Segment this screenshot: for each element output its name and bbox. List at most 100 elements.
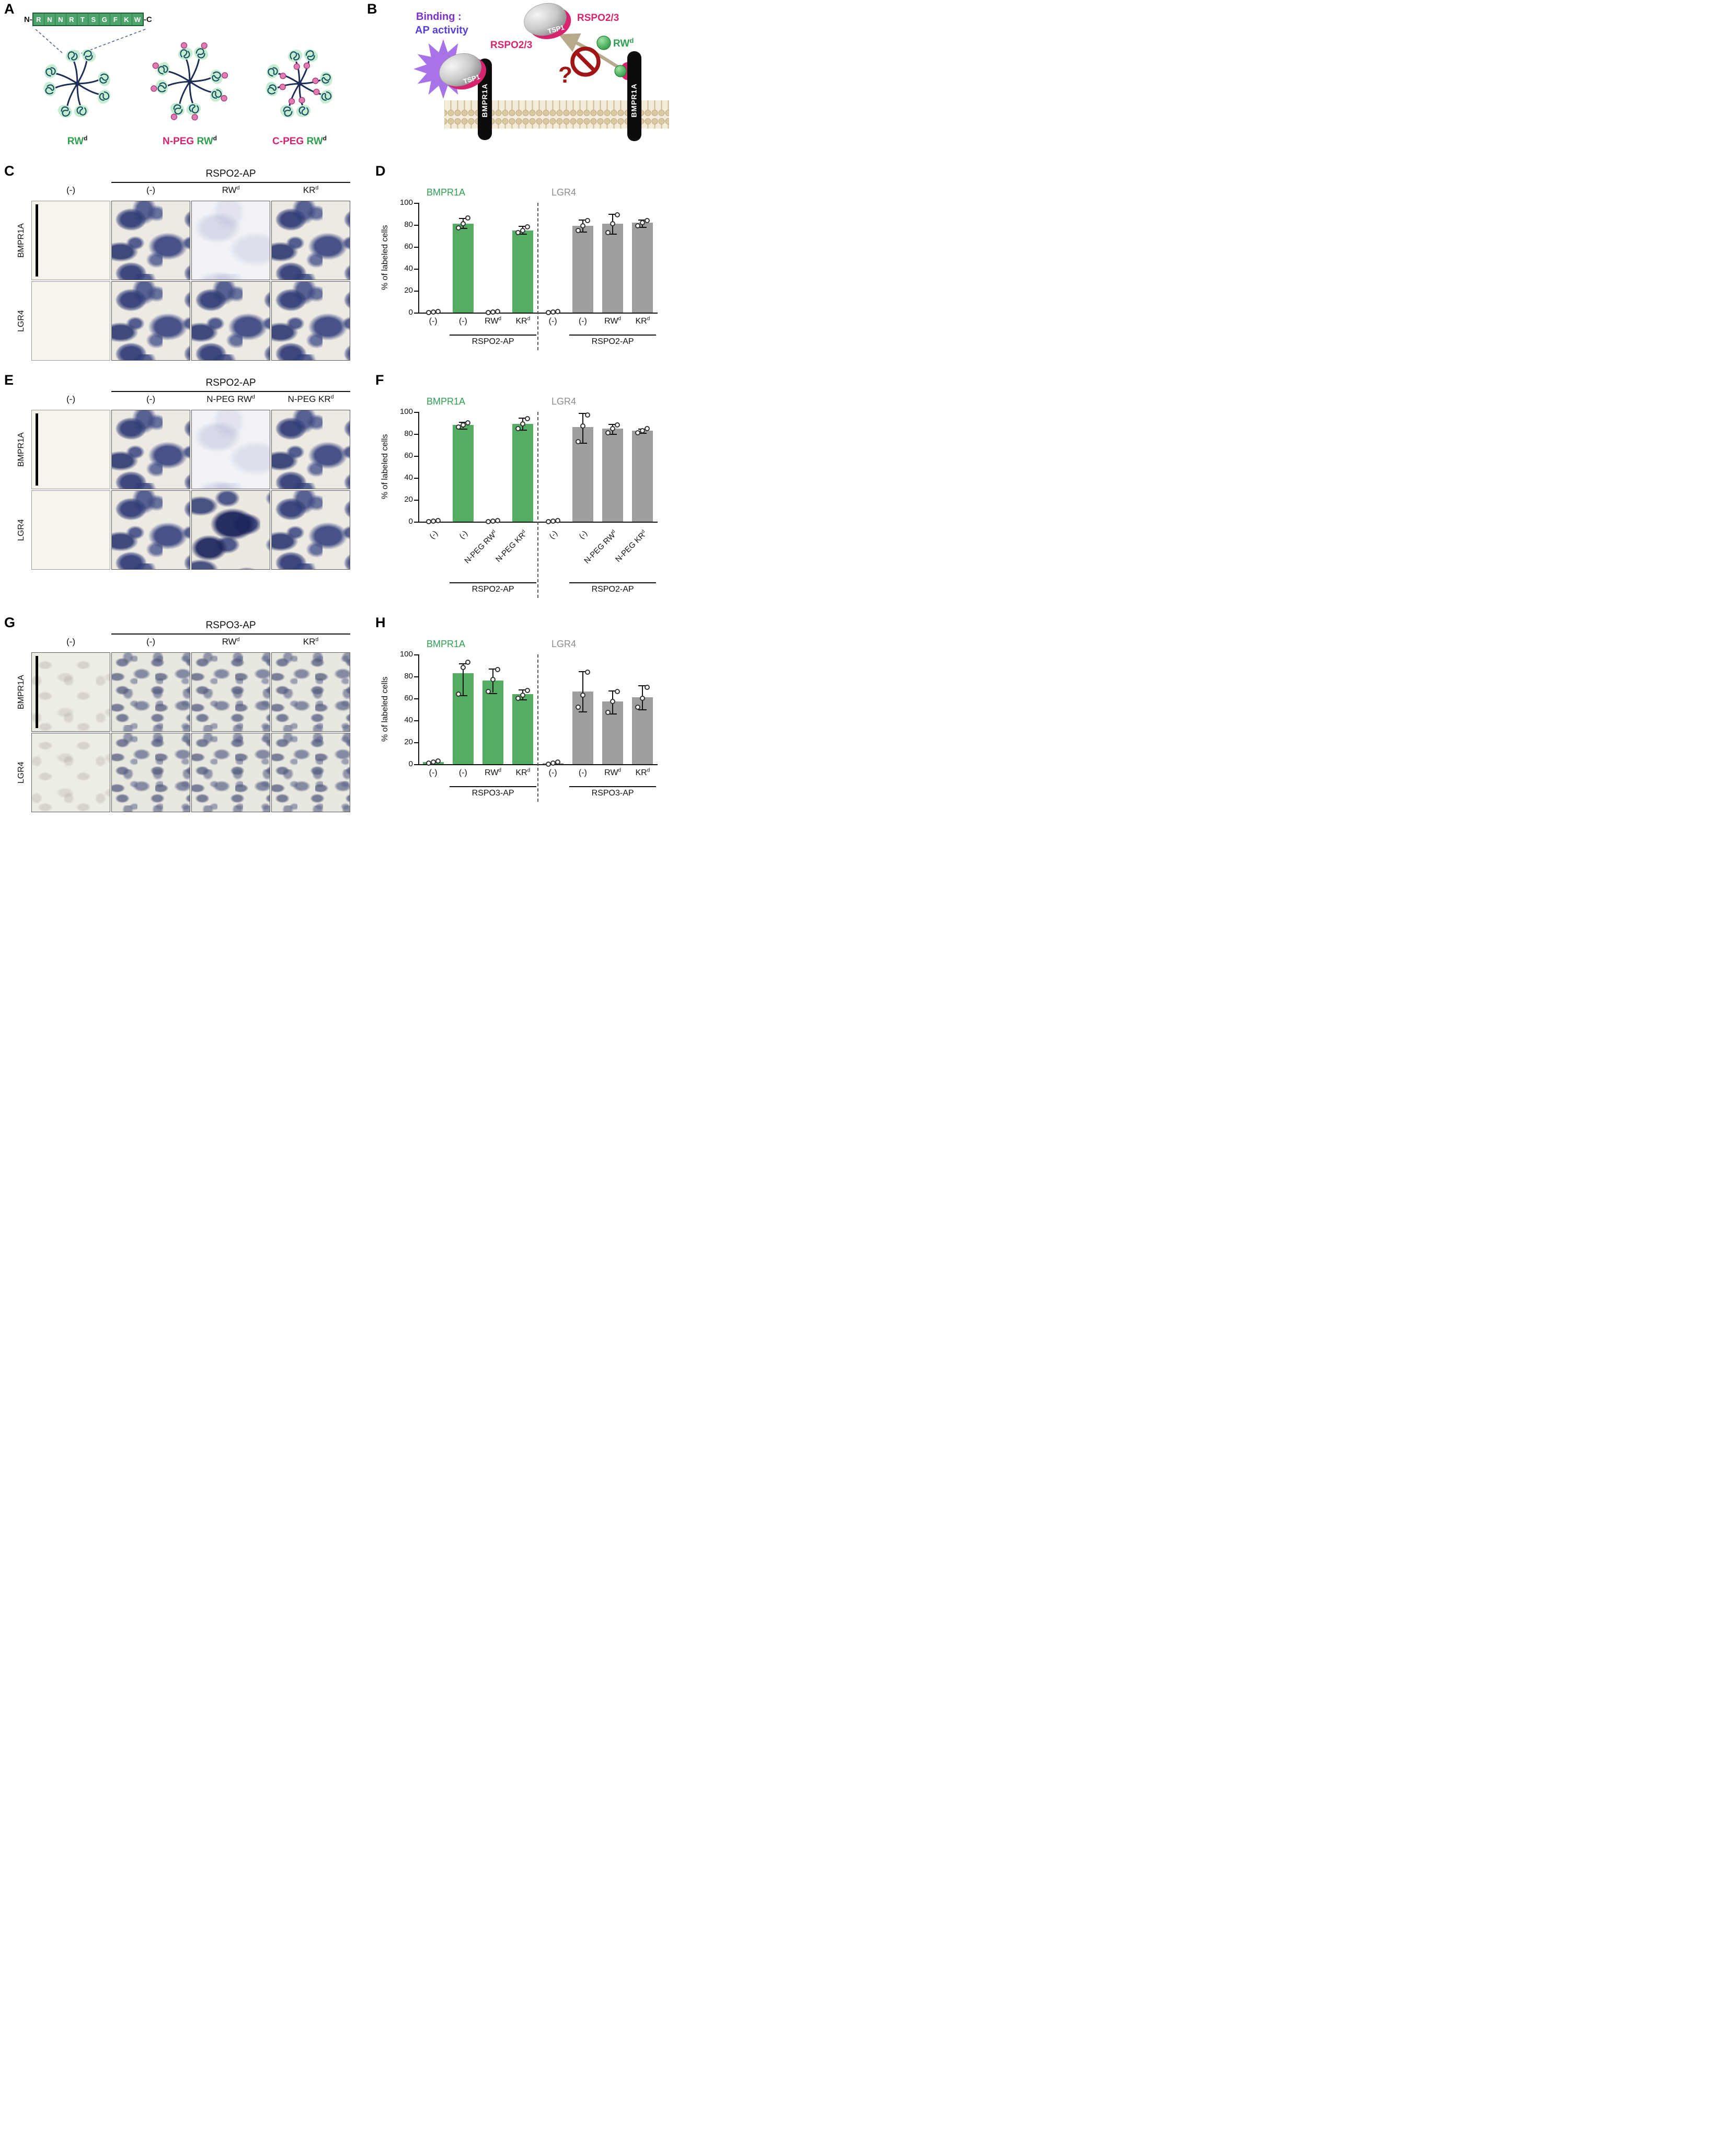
x-tick-label: (-) [535,317,571,326]
column-label: (-) [31,637,110,647]
chart-panel-F: F 0 20 40 60 80 100 % of labeled cells BMPR1A (-)… [375,373,669,623]
label-text: (-) [428,529,440,541]
data-point [435,517,441,523]
micrograph-G-r2c2 [111,733,190,812]
sequence-residue: N [55,14,66,25]
x-tick-label: (-) [498,529,559,591]
data-point [525,224,531,230]
label-text: C-PEG [272,136,307,147]
label-text: (-) [457,529,469,541]
sequence-residue: T [77,14,88,25]
dendrimer-arm [66,83,78,108]
y-tick-mark [414,500,418,501]
row-label: BMPR1A [17,223,26,258]
label-text: RW [222,185,237,195]
label-text: N-PEG [163,136,197,147]
error-cap [638,227,647,228]
y-axis [418,412,419,523]
label-text: KR [515,317,527,326]
error-cap [519,226,527,227]
rspo-tsp1-complex-left: TSP1 [439,53,487,90]
label-text: (-) [458,317,467,326]
rspo-sphere [524,3,567,36]
micrograph-E-r1c1 [31,410,110,489]
label-text: (-) [66,394,75,404]
y-tick-label: 40 [404,473,413,482]
bar [602,428,624,522]
dendrimer-arm [167,71,191,83]
data-point [555,517,560,523]
sequence-residue: W [132,14,143,25]
peg-bead [221,95,227,102]
label-text: RW [604,317,618,326]
peptide-squiggle [157,62,170,76]
label-text: KR [635,768,647,777]
y-tick-label: 0 [408,308,413,317]
row-label: LGR4 [17,762,26,783]
y-tick-mark [414,313,418,314]
x-tick-label: RWd [595,768,630,778]
peg-bead [152,62,159,69]
error-cap [519,699,527,701]
group-title-lgr4: LGR4 [551,639,577,649]
x-tick-label: RWd [475,316,511,326]
x-tick-label: (-) [445,317,481,326]
error-cap [458,428,467,430]
dendrimer-arm [76,83,100,96]
y-tick-label: 100 [399,650,413,659]
data-point [640,696,646,701]
data-point [635,704,641,710]
x-tick-label: KRd [625,768,660,778]
row-label: BMPR1A [17,432,26,467]
data-point [575,227,581,233]
y-tick-label: 40 [404,264,413,273]
peptide-squiggle [98,89,111,104]
label-text: (-) [578,317,587,326]
dendrimer-plain [43,49,111,118]
error-cap [638,685,647,686]
error-bar [582,671,583,712]
data-point [525,688,531,694]
peptide-squiggle [296,105,311,118]
data-point [580,692,585,698]
panel-d-label: D [375,163,386,179]
y-tick-mark [414,203,418,204]
dendrimer-arm [179,80,191,106]
panel-h-label: H [375,615,386,630]
x-tick-label: (-) [416,768,451,778]
peptide-squiggle [280,105,294,118]
peptide-squiggle [210,87,223,102]
bar [632,222,653,313]
y-tick-label: 80 [404,429,413,438]
rw-dendrimer-ball-bound [614,65,627,77]
error-cap [638,432,647,434]
data-point [435,758,441,764]
error-cap [578,671,587,672]
bar [482,681,504,764]
peptide-squiggle [186,102,201,116]
column-label: (-) [111,185,190,195]
data-point [490,677,496,683]
x-tick-label: N-PEG RWd [438,528,499,591]
x-tick-label: KRd [625,316,660,326]
data-point [495,667,501,673]
binding-mode-label: Binding : [416,11,462,22]
sequence-residue: N [44,14,55,25]
treatment-label: RSPO3-AP [591,789,634,798]
peptide-squiggle [65,50,81,62]
error-cap [608,233,617,235]
error-cap [578,711,587,713]
error-cap [519,417,527,419]
peptide-squiggle [266,82,278,97]
y-tick-label: 0 [408,759,413,768]
peptide-squiggle [156,79,168,95]
y-axis-title: % of labeled cells [381,225,389,291]
scale-bar [36,204,38,276]
y-tick-label: 20 [404,737,413,746]
column-label: KRd [271,637,350,647]
micrograph-E-r1c2 [111,410,190,489]
micrograph-G-r1c3 [191,652,270,732]
treatment-bracket [449,582,537,583]
column-label: (-) [111,394,190,405]
